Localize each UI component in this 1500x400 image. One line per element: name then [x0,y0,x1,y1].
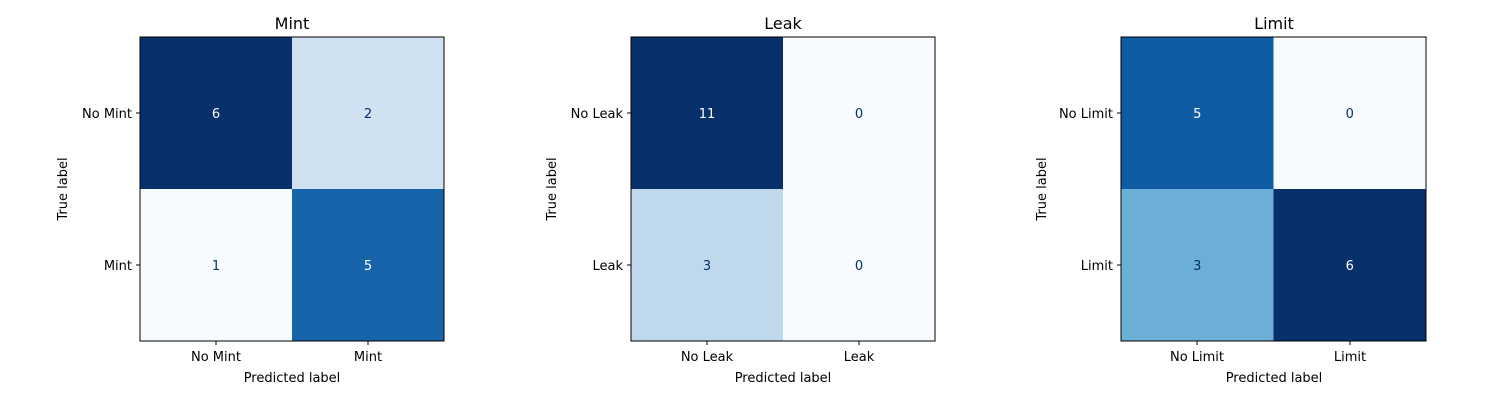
x-axis-label: Predicted label [244,371,341,386]
y-axis-label: True label [545,157,560,221]
x-tick-label: No Limit [1170,350,1224,365]
confusion-matrix-leak: Leak 11 0 3 0 No Leak Leak No Leak Leak Pre… [545,14,936,386]
y-axis-label: True label [56,157,71,221]
chart-title: Leak [764,14,802,33]
x-tick-label: Mint [354,350,382,365]
plot-frame [1120,36,1427,342]
y-tick-label: Leak [592,259,623,274]
cell-value-label: 0 [1346,107,1354,122]
cell-value-label: 2 [364,107,372,122]
cells: 5 0 3 6 [1121,37,1426,341]
chart-title: Limit [1254,14,1294,33]
y-ticks: No Leak Leak [571,107,631,274]
cell-value-label: 0 [855,107,863,122]
heatmap-cell [1273,37,1426,189]
cell-value-label: 3 [703,259,711,274]
x-ticks: No Limit Limit [1170,341,1366,365]
y-tick-label: No Leak [571,107,624,122]
x-ticks: No Mint Mint [191,341,382,365]
y-tick-label: Mint [104,259,132,274]
y-axis-label: True label [1035,157,1050,221]
x-ticks: No Leak Leak [681,341,875,365]
x-tick-label: Limit [1334,350,1366,365]
x-tick-label: No Leak [681,350,734,365]
y-tick-label: Limit [1081,259,1113,274]
cell-value-label: 6 [1346,259,1354,274]
heatmap-cell [783,37,935,189]
cells: 6 2 1 5 [140,37,444,341]
cell-value-label: 3 [1193,259,1201,274]
plot-frame [630,36,936,342]
heatmap-cell [292,189,444,341]
x-axis-label: Predicted label [735,371,832,386]
x-tick-label: Leak [844,350,875,365]
heatmap-cell [292,37,444,189]
chart-title: Mint [275,14,310,33]
heatmap-cell [1273,189,1426,341]
heatmap-cell [140,37,292,189]
y-ticks: No Mint Mint [82,107,140,274]
x-tick-label: No Mint [191,350,241,365]
y-tick-label: No Limit [1059,107,1113,122]
cell-value-label: 5 [1193,107,1201,122]
confusion-matrix-mint: Mint 6 2 1 5 No Mint Mint No Mint Mint Pred… [56,14,445,386]
cell-value-label: 11 [699,107,716,122]
x-axis-label: Predicted label [1226,371,1323,386]
cell-value-label: 1 [212,259,220,274]
y-ticks: No Limit Limit [1059,107,1121,274]
heatmap-cell [631,189,783,341]
plot-frame [139,36,445,342]
cell-value-label: 5 [364,259,372,274]
heatmap-cell [631,37,783,189]
cell-value-label: 0 [855,259,863,274]
cells: 11 0 3 0 [631,37,935,341]
confusion-matrix-limit: Limit 5 0 3 6 No Limit Limit No Limit Limit… [1035,14,1427,386]
cell-value-label: 6 [212,107,220,122]
heatmap-cell [783,189,935,341]
heatmap-cell [140,189,292,341]
heatmap-cell [1121,37,1274,189]
y-tick-label: No Mint [82,107,132,122]
heatmap-cell [1121,189,1274,341]
